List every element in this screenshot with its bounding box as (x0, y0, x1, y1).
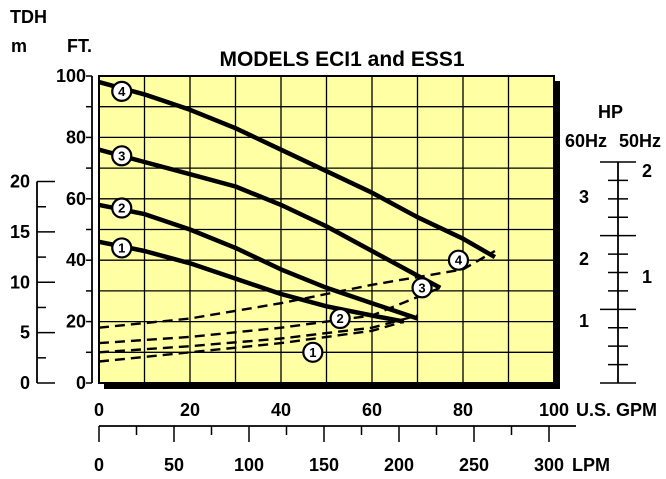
plot-frame (98, 75, 555, 384)
y-tick-label-meters: 20 (10, 172, 30, 192)
head-curve-1 (98, 239, 405, 324)
head-curve-marker-3 (111, 145, 133, 167)
power-curve-3 (98, 286, 441, 345)
x-tick-label-gpm: 0 (94, 400, 104, 420)
power-curve-1 (98, 320, 405, 363)
head-curve-3 (98, 147, 442, 290)
hp-header: HP (598, 102, 623, 122)
y-tick-label-feet: 20 (66, 312, 86, 332)
y-unit-meters: m (11, 36, 27, 56)
y-tick-label-feet: 0 (76, 373, 86, 393)
hp-tick-label-50hz: 1 (642, 267, 652, 287)
head-curve-marker-label-1: 1 (118, 240, 125, 255)
y-tick-label-meters: 15 (10, 222, 30, 242)
x-tick-label-lpm: 200 (384, 455, 414, 475)
y-tick-label-meters: 5 (20, 323, 30, 343)
power-curve-marker-label-2: 2 (337, 311, 344, 326)
y-tick-label-feet: 100 (56, 66, 86, 86)
y-tick-label-feet: 40 (66, 250, 86, 270)
y-tick-label-meters: 10 (10, 272, 30, 292)
power-curve-2 (98, 314, 418, 354)
x-unit-lpm: LPM (572, 455, 610, 475)
head-curve-marker-label-3: 3 (118, 148, 125, 163)
hp-col-60hz: 60Hz (565, 131, 607, 151)
power-curve-marker-4 (447, 249, 470, 271)
head-curve-marker-4 (111, 80, 133, 102)
chart-title: MODELS ECI1 and ESS1 (219, 48, 464, 71)
y-tick-label-feet: 60 (66, 189, 86, 209)
power-curve-marker-2 (329, 307, 351, 330)
x-tick-label-gpm: 40 (271, 400, 291, 420)
x-tick-label-lpm: 300 (534, 455, 564, 475)
hp-col-50hz: 50Hz (619, 131, 661, 151)
x-tick-label-lpm: 50 (164, 455, 184, 475)
x-tick-label-gpm: 80 (453, 400, 473, 420)
hp-tick-label-60hz: 3 (579, 187, 589, 207)
x-tick-label-lpm: 250 (459, 455, 489, 475)
x-tick-label-lpm: 150 (309, 455, 339, 475)
x-unit-gpm: U.S. GPM (576, 400, 657, 420)
head-curve-marker-2 (111, 197, 133, 219)
power-curve-marker-label-1: 1 (309, 345, 316, 360)
power-curve-4 (98, 249, 496, 329)
power-curve-marker-label-3: 3 (418, 280, 425, 295)
x-tick-label-gpm: 100 (539, 400, 569, 420)
head-curve-4 (98, 79, 497, 260)
y-unit-feet: FT. (67, 36, 92, 56)
power-curve-marker-1 (302, 341, 324, 363)
power-curve-marker-3 (411, 277, 433, 299)
head-curve-2 (98, 202, 419, 321)
plot-shadow-bottom (104, 384, 560, 389)
chart-title-background (213, 47, 471, 72)
hp-tick-label-60hz: 2 (579, 249, 589, 269)
plot-shadow-right (555, 81, 560, 389)
x-tick-label-lpm: 100 (234, 455, 264, 475)
head-curve-marker-1 (111, 237, 133, 259)
x-tick-label-lpm: 0 (94, 455, 104, 475)
head-curve-marker-label-4: 4 (118, 84, 126, 99)
hp-tick-label-60hz: 1 (579, 311, 589, 331)
y-header-tdh: TDH (10, 7, 47, 27)
x-tick-label-gpm: 20 (180, 400, 200, 420)
hp-tick-label-50hz: 2 (642, 161, 652, 181)
head-curve-marker-label-2: 2 (118, 201, 125, 216)
y-tick-label-feet: 80 (66, 127, 86, 147)
y-tick-label-meters: 0 (20, 373, 30, 393)
x-tick-label-gpm: 60 (362, 400, 382, 420)
power-curve-marker-label-4: 4 (455, 253, 463, 268)
